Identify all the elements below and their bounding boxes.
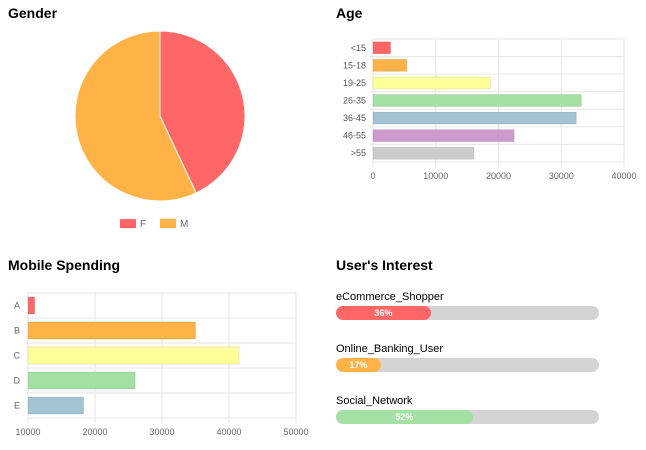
- bar-b: [27, 321, 196, 340]
- interest-label-ecommerce: eCommerce_Shopper: [336, 291, 444, 303]
- interest-label-social-network: Social_Network: [336, 395, 413, 407]
- x-tick-label-30000: 30000: [549, 171, 574, 181]
- y-tick-label-15: <15: [351, 43, 366, 53]
- y-tick-label-15-18: 15-18: [343, 60, 366, 70]
- bar-d: [27, 371, 136, 390]
- bar-19-25: [372, 76, 491, 90]
- legend-swatch-f: [120, 219, 136, 228]
- interest-fill-social-network: 52%: [336, 410, 473, 424]
- x-tick-label-10000: 10000: [15, 427, 40, 437]
- bar-c: [27, 346, 240, 365]
- gender-title: Gender: [8, 5, 58, 21]
- pie-slice-m: [74, 30, 197, 202]
- interest-bar-online-banking: 17%: [336, 358, 599, 372]
- x-tick-label-20000: 20000: [486, 171, 511, 181]
- x-tick-label-10000: 10000: [423, 171, 448, 181]
- pie-slice-f: [159, 30, 246, 194]
- y-tick-label-c: C: [14, 351, 21, 361]
- bar-a: [27, 296, 36, 315]
- y-tick-label-55: >55: [351, 148, 366, 158]
- interest-title: User's Interest: [336, 257, 433, 273]
- bar-55: [372, 146, 475, 160]
- interest-fill-online-banking: 17%: [336, 358, 381, 372]
- y-tick-label-e: E: [14, 401, 20, 411]
- y-tick-label-b: B: [14, 326, 20, 336]
- y-tick-label-46-55: 46-55: [343, 131, 366, 141]
- x-tick-label-50000: 50000: [283, 427, 308, 437]
- bar-26-35: [372, 94, 582, 107]
- age-bar-chart: 0 10000 20000 30000 40000 <15 15-18 19-25 26-35 3…: [343, 38, 636, 181]
- bar-e: [27, 396, 85, 415]
- age-title: Age: [336, 5, 363, 21]
- interest-label-online-banking: Online_Banking_User: [336, 343, 444, 355]
- x-tick-label-40000: 40000: [216, 427, 241, 437]
- bar-46-55: [372, 129, 515, 143]
- x-tick-label-20000: 20000: [82, 427, 107, 437]
- x-tick-label-0: 0: [370, 171, 375, 181]
- y-tick-label-36-45: 36-45: [343, 113, 366, 123]
- y-tick-label-19-25: 19-25: [343, 78, 366, 88]
- y-tick-label-d: D: [14, 376, 21, 386]
- spending-title: Mobile Spending: [8, 257, 120, 273]
- x-tick-label-40000: 40000: [611, 171, 636, 181]
- y-tick-label-26-35: 26-35: [343, 96, 366, 106]
- interest-fill-ecommerce: 36%: [336, 306, 431, 320]
- y-tick-label-a: A: [14, 301, 20, 311]
- legend-swatch-m: [160, 219, 176, 228]
- interest-bar-social-network: 52%: [336, 410, 599, 424]
- spending-bar-chart: 10000 20000 30000 40000 50000 A B C D E: [14, 292, 309, 437]
- bar-15-18: [372, 58, 408, 72]
- interest-bar-ecommerce: 36%: [336, 306, 599, 320]
- legend-label-m: M: [180, 219, 188, 230]
- legend-label-f: F: [140, 219, 146, 230]
- x-tick-label-30000: 30000: [149, 427, 174, 437]
- bar-36-45: [372, 111, 577, 125]
- bar-15: [372, 41, 392, 55]
